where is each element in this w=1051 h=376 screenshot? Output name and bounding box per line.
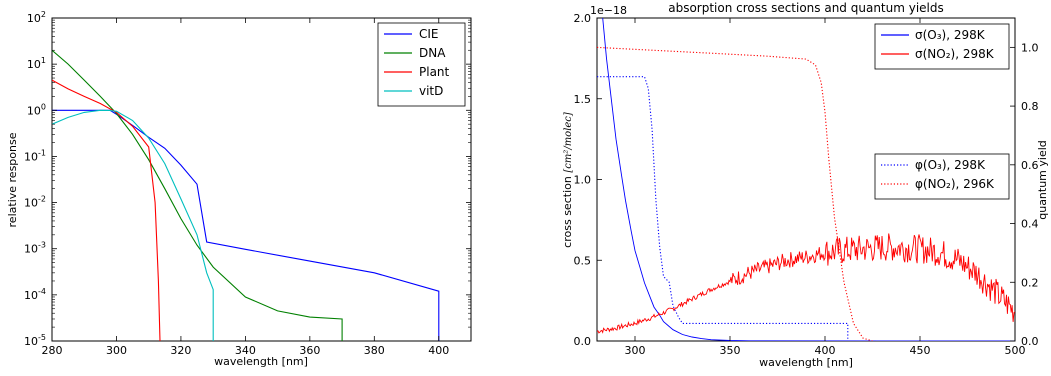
left-legend-plant-label: Plant <box>419 65 450 79</box>
right-y-tick-label: 0.0 <box>574 335 592 348</box>
right-chart-title: absorption cross sections and quantum yi… <box>668 1 944 15</box>
right-legend-no-298k-solid-label: σ(NO₂), 298K <box>915 47 995 61</box>
right-y2-tick-label: 0.6 <box>1021 159 1039 172</box>
right-y-tick-label: 0.5 <box>574 254 592 267</box>
left-x-tick-label: 320 <box>170 344 191 357</box>
right-legend-no-296k-dotted-label: φ(NO₂), 296K <box>915 177 995 191</box>
right-y-multiplier: 1e−18 <box>590 4 627 17</box>
left-legend-box <box>377 22 466 107</box>
left-series-vitd-line <box>52 109 214 341</box>
left-y-tick-label: 10-3 <box>24 241 46 256</box>
right-chart: 300 350 400 450 500 0.00.51.01.52.0 0.00.20.… <box>561 1 1049 369</box>
left-y-tick-label: 10-4 <box>24 287 46 302</box>
right-legend-o-298k-solid-label: σ(O₃), 298K <box>915 28 986 42</box>
left-series-plant-line <box>52 79 161 341</box>
right-y-axis-label-group: cross section [cm²/molec] <box>561 112 574 248</box>
right-legend-mid: φ(O₃), 298K φ(NO₂), 296K <box>874 153 1010 200</box>
right-legend-top-entries: σ(O₃), 298K σ(NO₂), 298K <box>881 28 995 61</box>
right-x-tick-label: 450 <box>910 344 931 357</box>
right-y-tick-label: 1.0 <box>574 174 592 187</box>
left-legend-vitd-label: vitD <box>419 84 443 98</box>
left-y-tick-label: 10-1 <box>24 148 46 163</box>
right-y2-tick-label: 0.0 <box>1021 335 1039 348</box>
left-x-tick-label: 300 <box>106 344 127 357</box>
left-x-tick-label: 280 <box>42 344 63 357</box>
right-y-axis-label-unit: [cm²/molec] <box>563 112 574 173</box>
left-y-tick-label: 10-2 <box>24 195 46 210</box>
right-y-axis-label: cross section [cm²/molec] <box>561 112 574 248</box>
right-y2-axis-label: quantum yield <box>1036 140 1049 220</box>
left-y-tick-label: 100 <box>27 102 46 117</box>
left-x-tick-label: 400 <box>428 344 449 357</box>
left-series-layer <box>52 49 440 341</box>
left-x-axis-label: wavelength [nm] <box>214 355 308 368</box>
right-y2-tick-label: 1.0 <box>1021 41 1039 54</box>
right-x-tick-label: 500 <box>1005 344 1026 357</box>
left-x-tick-label: 340 <box>235 344 256 357</box>
right-y-tick-label: 1.5 <box>574 93 592 106</box>
left-chart: 280 300 320 340 360 380 400 10-510-410-310-210… <box>6 10 472 368</box>
right-legend-mid-box <box>874 153 1010 200</box>
right-y2-ticks: 0.0 0.2 0.4 0.6 0.8 1.0 <box>1010 41 1039 348</box>
right-y-tick-label: 2.0 <box>574 12 592 25</box>
right-series-o-298k-solid-line <box>602 18 1015 341</box>
right-legend-top: σ(O₃), 298K σ(NO₂), 298K <box>874 23 1010 70</box>
left-legend-dna-label: DNA <box>419 46 446 60</box>
right-x-ticks: 300 350 400 450 500 <box>625 18 1026 357</box>
left-y-ticks: 10-5 10-4 10-3 10-2 10-1 100 101 102 <box>24 10 471 348</box>
right-y-ticks: 0.0 0.5 1.0 1.5 2.0 <box>574 12 602 348</box>
right-legend-mid-entries: φ(O₃), 298K φ(NO₂), 296K <box>881 158 995 191</box>
right-series-no-296k-dotted-line <box>597 46 873 341</box>
left-legend-entries: CIE DNA Plant vitD <box>384 27 450 98</box>
left-series-dna-line <box>52 49 343 341</box>
right-x-tick-label: 400 <box>815 344 836 357</box>
left-y-axis-label: relative response <box>6 132 19 227</box>
left-x-tick-label: 360 <box>299 344 320 357</box>
left-x-ticks: 280 300 320 340 360 380 400 <box>42 18 449 357</box>
right-series-layer <box>597 18 1015 341</box>
right-x-tick-label: 350 <box>720 344 741 357</box>
left-y-tick-label: 101 <box>27 56 46 71</box>
left-legend: CIE DNA Plant vitD <box>377 22 466 107</box>
right-y2-tick-label: 0.8 <box>1021 100 1039 113</box>
right-y2-tick-label: 0.2 <box>1021 276 1039 289</box>
left-x-tick-label: 380 <box>364 344 385 357</box>
right-legend-o-298k-dotted-label: φ(O₃), 298K <box>915 158 986 172</box>
left-y-tick-label: 102 <box>27 10 46 25</box>
right-legend-top-box <box>874 23 1010 70</box>
right-x-tick-label: 300 <box>625 344 646 357</box>
left-y-tick-label: 10-5 <box>24 333 46 348</box>
right-y-axis-label-name: cross section <box>561 176 574 248</box>
right-series-no-298k-solid-line <box>597 233 1015 334</box>
right-x-axis-label: wavelength [nm] <box>759 356 853 369</box>
right-y2-tick-label: 0.4 <box>1021 218 1039 231</box>
left-legend-cie-label: CIE <box>419 27 439 41</box>
